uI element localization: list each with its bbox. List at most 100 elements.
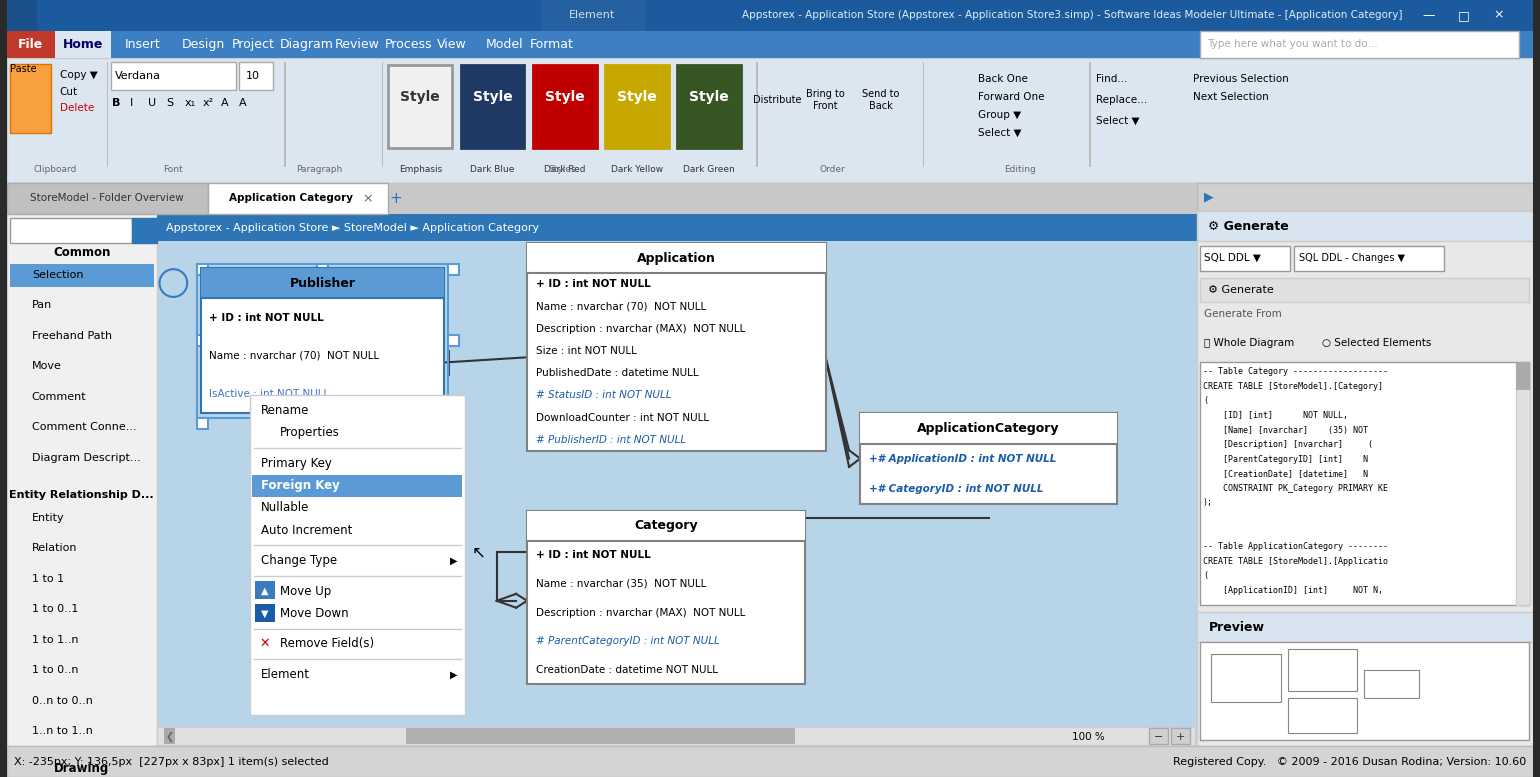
- Bar: [1287, 650, 1357, 691]
- Text: -- Table ApplicationCategory --------: -- Table ApplicationCategory --------: [1203, 542, 1388, 551]
- Text: +: +: [390, 191, 402, 206]
- Text: Replace...: Replace...: [1096, 95, 1147, 105]
- Text: Foreign Key: Foreign Key: [260, 479, 339, 492]
- Text: CREATE TABLE [StoreModel].[Applicatio: CREATE TABLE [StoreModel].[Applicatio: [1203, 557, 1388, 566]
- Bar: [1287, 698, 1357, 733]
- Text: View: View: [437, 38, 467, 51]
- Text: Select ▼: Select ▼: [978, 128, 1021, 138]
- Text: Diagram Descript...: Diagram Descript...: [32, 453, 140, 463]
- Text: Entity Relationship D...: Entity Relationship D...: [9, 490, 154, 500]
- Bar: [678, 65, 741, 148]
- Bar: [861, 413, 1116, 444]
- Bar: [861, 413, 1116, 503]
- Bar: [197, 263, 208, 275]
- Text: Delete: Delete: [60, 103, 94, 113]
- Text: Style: Style: [473, 90, 513, 104]
- Text: File: File: [18, 38, 43, 51]
- Text: Diagram: Diagram: [280, 38, 334, 51]
- Text: S: S: [166, 98, 174, 108]
- Text: Order: Order: [819, 165, 845, 174]
- Bar: [388, 65, 453, 148]
- Text: Distribute: Distribute: [753, 95, 801, 105]
- Text: Generate From: Generate From: [1204, 308, 1281, 319]
- Bar: [6, 0, 37, 30]
- Text: Style: Style: [618, 90, 656, 104]
- Text: x²: x²: [203, 98, 214, 108]
- Bar: [527, 242, 825, 274]
- Bar: [527, 510, 805, 541]
- Text: Common: Common: [52, 246, 111, 259]
- Text: Style: Style: [400, 90, 440, 104]
- Bar: [1198, 183, 1534, 211]
- Text: Dark Green: Dark Green: [684, 165, 735, 174]
- Bar: [239, 62, 273, 90]
- Text: Type here what you want to do...: Type here what you want to do...: [1207, 40, 1378, 50]
- Text: Format: Format: [530, 38, 574, 51]
- Text: Style: Style: [688, 90, 728, 104]
- Text: ❮: ❮: [165, 732, 174, 742]
- Bar: [157, 214, 1198, 242]
- Bar: [448, 335, 459, 347]
- Text: Remove Field(s): Remove Field(s): [280, 637, 374, 650]
- Text: Back One: Back One: [978, 74, 1029, 84]
- Text: ⚙ Generate: ⚙ Generate: [1209, 220, 1289, 232]
- Text: 1 to 1..n: 1 to 1..n: [32, 635, 79, 645]
- Text: ▲: ▲: [262, 586, 268, 596]
- Text: −: −: [1153, 732, 1163, 742]
- Text: +: +: [1177, 732, 1186, 742]
- Bar: [111, 62, 236, 90]
- Bar: [132, 218, 157, 242]
- Text: x₁: x₁: [185, 98, 196, 108]
- Text: Name : nvarchar (70)  NOT NULL: Name : nvarchar (70) NOT NULL: [209, 351, 380, 361]
- Bar: [202, 268, 444, 413]
- Text: Drawing: Drawing: [54, 762, 109, 775]
- Text: U: U: [148, 98, 157, 108]
- Bar: [6, 183, 1534, 211]
- Text: CreationDate : datetime NOT NULL: CreationDate : datetime NOT NULL: [536, 665, 718, 674]
- Text: Copy ▼: Copy ▼: [60, 70, 97, 80]
- Bar: [9, 64, 51, 133]
- Text: Auto Increment: Auto Increment: [260, 524, 353, 537]
- Bar: [448, 263, 459, 275]
- Bar: [1200, 362, 1529, 605]
- Bar: [157, 242, 1198, 747]
- Text: Change Type: Change Type: [260, 554, 337, 567]
- Text: Design: Design: [182, 38, 225, 51]
- Bar: [1200, 277, 1529, 302]
- Text: Move Up: Move Up: [280, 584, 331, 598]
- Text: Paste: Paste: [9, 64, 37, 75]
- Text: -- Table Category -------------------: -- Table Category -------------------: [1203, 368, 1388, 376]
- Text: (: (: [1203, 396, 1207, 406]
- Bar: [1212, 653, 1281, 702]
- Text: StoreModel - Folder Overview: StoreModel - Folder Overview: [29, 193, 183, 204]
- Bar: [6, 58, 1534, 183]
- Text: [Description] [nvarchar]     (: [Description] [nvarchar] (: [1203, 441, 1372, 449]
- Text: Application Category: Application Category: [229, 193, 353, 204]
- Text: ↖: ↖: [471, 543, 485, 561]
- Text: Style: Style: [545, 90, 585, 104]
- Bar: [1200, 643, 1529, 740]
- Bar: [448, 418, 459, 429]
- Text: Entity: Entity: [32, 513, 65, 523]
- Text: [ParentCategoryID] [int]    N: [ParentCategoryID] [int] N: [1203, 455, 1368, 464]
- Bar: [55, 30, 111, 58]
- Text: Registered Copy.   © 2009 - 2016 Dusan Rodina; Version: 10.60: Registered Copy. © 2009 - 2016 Dusan Rod…: [1173, 757, 1526, 767]
- Text: Dark Red: Dark Red: [544, 165, 585, 174]
- Text: ApplicationCategory: ApplicationCategory: [918, 422, 1060, 435]
- Text: ×: ×: [1494, 9, 1503, 22]
- Text: Freehand Path: Freehand Path: [32, 331, 112, 341]
- Text: Forward One: Forward One: [978, 92, 1044, 102]
- Text: [Name] [nvarchar]    (35) NOT: [Name] [nvarchar] (35) NOT: [1203, 426, 1368, 434]
- Text: I: I: [131, 98, 134, 108]
- Text: Next Selection: Next Selection: [1194, 92, 1269, 102]
- Bar: [317, 418, 328, 429]
- Bar: [460, 65, 525, 148]
- Bar: [527, 242, 825, 451]
- Bar: [605, 65, 668, 148]
- Text: 1 to 0..n: 1 to 0..n: [32, 665, 79, 675]
- Text: Size : int NOT NULL: Size : int NOT NULL: [536, 346, 636, 356]
- Text: +# ApplicationID : int NOT NULL: +# ApplicationID : int NOT NULL: [869, 454, 1056, 464]
- Text: A: A: [239, 98, 246, 108]
- Text: Dark Yellow: Dark Yellow: [611, 165, 662, 174]
- Text: ▶: ▶: [450, 556, 457, 566]
